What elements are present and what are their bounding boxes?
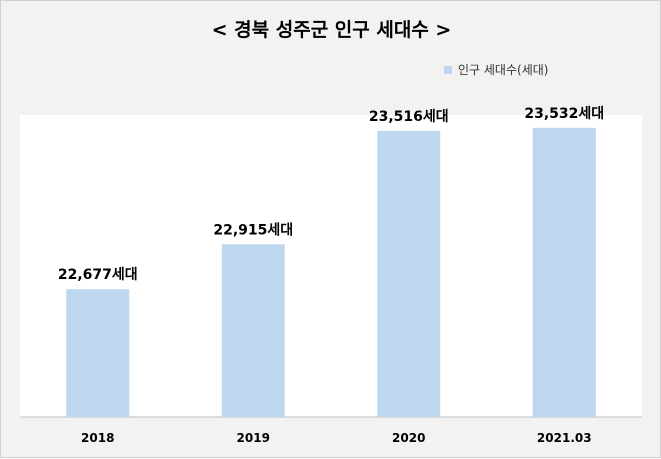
bar: [66, 289, 130, 417]
bar: [532, 127, 596, 418]
data-label: 22,915세대: [213, 222, 293, 238]
data-label: 23,532세대: [524, 106, 604, 122]
legend-label: 인구 세대수(세대): [458, 63, 549, 77]
chart-title: < 경북 성주군 인구 세대수 >: [211, 19, 452, 41]
x-tick-label: 2018: [81, 431, 114, 445]
data-label: 22,677세대: [58, 267, 138, 283]
legend-swatch: [444, 65, 452, 74]
legend: 인구 세대수(세대): [444, 61, 548, 78]
data-label: 23,516세대: [369, 109, 449, 125]
x-tick-label: 2020: [392, 431, 425, 445]
bar: [377, 130, 441, 418]
bar: [221, 244, 285, 417]
x-tick-label: 2019: [237, 431, 270, 445]
x-tick-label: 2021.03: [537, 431, 592, 445]
